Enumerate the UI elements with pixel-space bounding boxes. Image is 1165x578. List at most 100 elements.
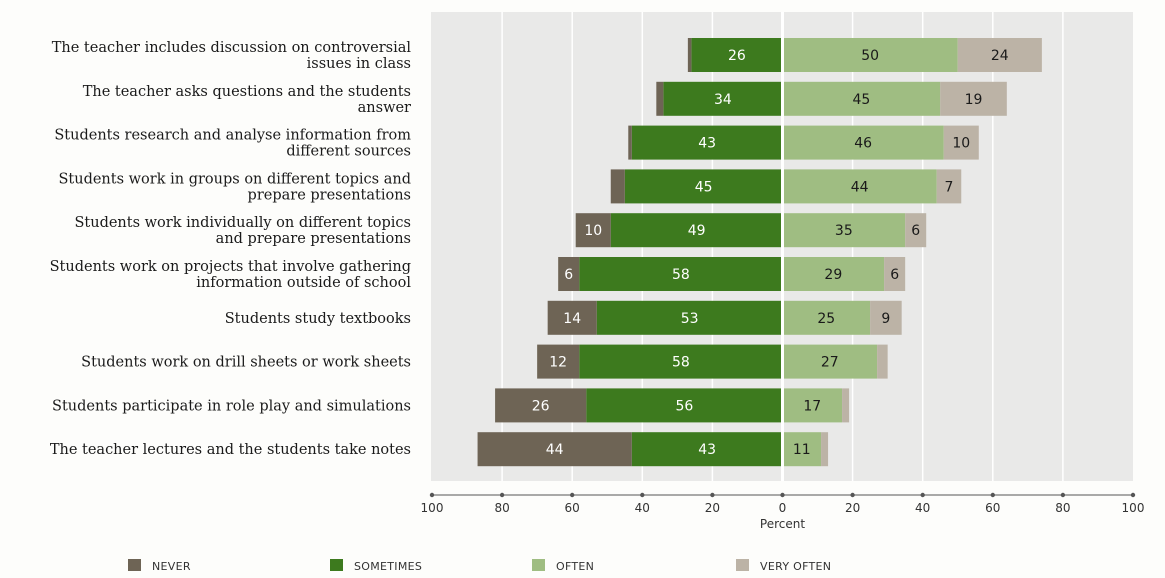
data-label-very-often: 7: [945, 179, 954, 195]
bar-often: [782, 213, 906, 248]
category-label: Students work in groups on different top…: [58, 171, 411, 203]
x-tick-mark: [1130, 492, 1136, 498]
bar-never: [628, 125, 632, 160]
bar-never: [537, 344, 580, 379]
legend-swatch-often: [532, 559, 545, 571]
data-label-sometimes: 58: [672, 267, 690, 283]
bar-sometimes: [579, 344, 783, 379]
data-label-sometimes: 49: [688, 223, 706, 239]
data-label-often: 45: [852, 92, 870, 108]
data-label-often: 44: [851, 179, 869, 195]
x-tick-mark: [710, 492, 715, 498]
category-label: Students work individually on different …: [74, 215, 411, 247]
x-tick-mark: [920, 492, 925, 498]
bar-very-often: [884, 257, 906, 291]
bar-sometimes: [631, 125, 783, 160]
bars: 26 50 24 34 45 19 43 46 10 45 44 7 49 10 35 6 58 6 29 6 53 14…: [477, 12, 1042, 481]
x-tick-label: 60: [985, 501, 1000, 515]
bar-often: [782, 81, 941, 116]
data-label-very-often: 24: [991, 48, 1009, 64]
x-tick-mark: [429, 492, 435, 498]
bar-often: [782, 432, 822, 467]
data-label-never: 44: [546, 442, 564, 458]
x-tick-mark: [780, 492, 785, 498]
data-label-often: 25: [817, 311, 835, 327]
data-label-very-often: 19: [965, 92, 983, 108]
bar-very-often: [877, 344, 888, 379]
data-label-sometimes: 26: [728, 48, 746, 64]
bar-often: [782, 169, 937, 204]
data-label-never: 26: [532, 398, 550, 414]
bar-sometimes: [624, 169, 783, 204]
category-label: Students participate in role play and si…: [52, 398, 411, 414]
bar-often: [782, 300, 871, 335]
data-label-never: 6: [564, 267, 573, 283]
data-label-often: 27: [821, 355, 839, 371]
category-label: Students work on projects that involve g…: [50, 259, 412, 291]
data-label-never: 10: [584, 223, 602, 239]
bar-never: [495, 388, 587, 423]
legend: NEVER SOMETIMES OFTEN VERY OFTEN: [128, 559, 831, 573]
category-label: Students work on drill sheets or work sh…: [81, 355, 411, 371]
bar-often: [782, 38, 958, 72]
legend-label-very-often: VERY OFTEN: [760, 560, 831, 573]
x-tick-label: 100: [1122, 501, 1145, 515]
category-label: Students study textbooks: [225, 311, 411, 327]
x-tick-label: 40: [915, 501, 930, 515]
bar-never: [687, 38, 692, 72]
bar-sometimes: [579, 257, 783, 291]
category-label: Students research and analyse informatio…: [54, 128, 411, 160]
data-label-very-often: 9: [881, 311, 890, 327]
bar-sometimes: [663, 81, 783, 116]
bar-very-often: [821, 432, 829, 467]
data-label-often: 11: [793, 442, 811, 458]
legend-label-often: OFTEN: [556, 560, 594, 573]
bar-often: [782, 125, 944, 160]
data-label-sometimes: 43: [698, 136, 716, 152]
bar-often: [782, 257, 885, 291]
x-tick-mark: [499, 492, 505, 498]
data-label-often: 50: [861, 48, 879, 64]
x-tick-label: 20: [705, 501, 720, 515]
x-tick-mark: [1060, 492, 1066, 498]
bar-very-often: [842, 388, 850, 423]
bar-never: [558, 257, 580, 291]
data-label-sometimes: 43: [698, 442, 716, 458]
legend-label-sometimes: SOMETIMES: [354, 560, 422, 573]
x-tick-label: 80: [1055, 501, 1070, 515]
legend-swatch-sometimes: [330, 559, 343, 571]
data-label-often: 17: [803, 398, 821, 414]
data-label-sometimes: 53: [681, 311, 699, 327]
bar-very-often: [870, 300, 902, 335]
data-label-never: 12: [549, 355, 567, 371]
category-label: The teacher asks questions and the stude…: [83, 84, 411, 116]
legend-swatch-never: [128, 559, 141, 571]
category-label: The teacher includes discussion on contr…: [52, 40, 412, 72]
category-labels: The teacher includes discussion on contr…: [50, 40, 412, 458]
data-label-sometimes: 56: [675, 398, 693, 414]
bar-often: [782, 344, 878, 379]
data-label-sometimes: 45: [695, 179, 713, 195]
x-tick-mark: [850, 492, 855, 498]
bar-never: [610, 169, 625, 204]
data-label-very-often: 10: [952, 136, 970, 152]
data-label-very-often: 6: [890, 267, 899, 283]
data-label-often: 35: [835, 223, 853, 239]
bar-very-often: [905, 213, 927, 248]
legend-label-never: NEVER: [152, 560, 191, 573]
data-label-very-often: 6: [911, 223, 920, 239]
bar-sometimes: [586, 388, 783, 423]
x-axis-label: Percent: [760, 517, 805, 531]
x-tick-label: 100: [421, 501, 444, 515]
bar-very-often: [957, 38, 1042, 72]
bar-often: [782, 388, 843, 423]
bar-never: [575, 213, 611, 248]
x-tick-label: 80: [494, 501, 509, 515]
bar-never: [477, 432, 632, 467]
x-tick-label: 60: [565, 501, 580, 515]
bar-never: [547, 300, 597, 335]
x-tick-mark: [640, 492, 645, 498]
data-label-often: 29: [824, 267, 842, 283]
x-tick-mark: [570, 492, 575, 498]
x-axis: 100 80 60 40 20 0 20 40 60 80 100: [421, 492, 1145, 515]
